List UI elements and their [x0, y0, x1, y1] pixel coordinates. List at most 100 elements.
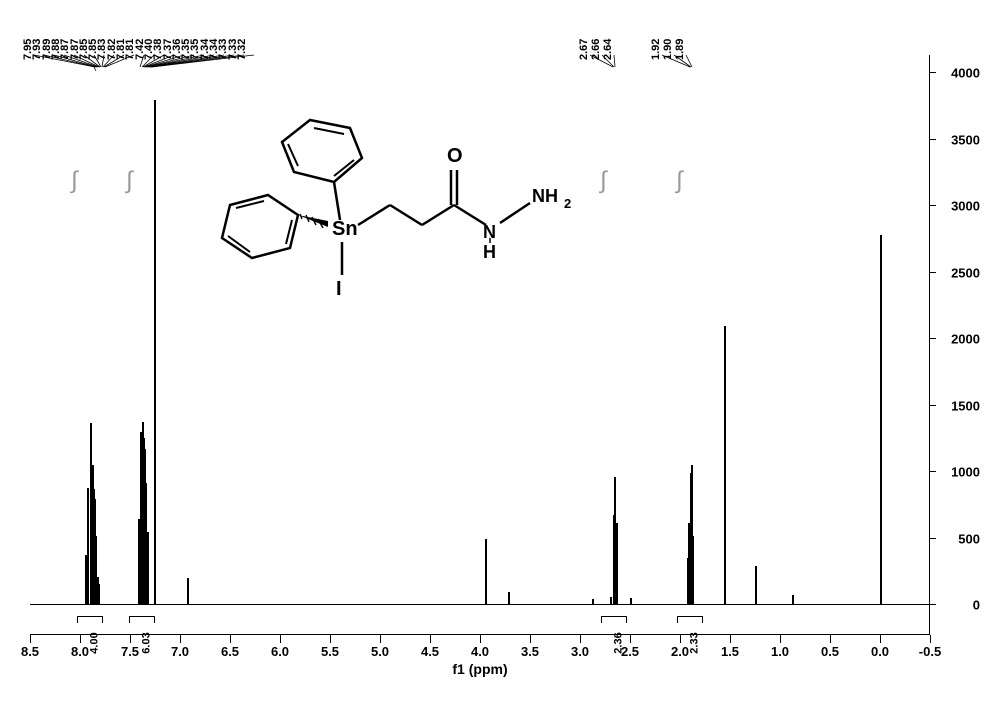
yaxis-tick — [930, 538, 936, 539]
integral-curve: ∫ — [71, 167, 78, 195]
sn-label: Sn — [332, 218, 358, 240]
nmr-chart: Sn I O N H NH 2 — [10, 10, 990, 700]
yaxis-tick — [930, 205, 936, 206]
yaxis-tick — [930, 471, 936, 472]
xaxis-label: 5.0 — [371, 644, 389, 659]
peak — [485, 539, 487, 605]
xaxis-tick — [330, 635, 331, 643]
integral-curve: ∫ — [600, 167, 607, 195]
xaxis-label: 1.0 — [771, 644, 789, 659]
xaxis-title: f1 (ppm) — [452, 661, 507, 677]
xaxis-label: 1.5 — [721, 644, 739, 659]
xaxis-label: 0.5 — [821, 644, 839, 659]
baseline — [30, 604, 930, 605]
yaxis-tick — [930, 72, 936, 73]
yaxis-tick — [930, 338, 936, 339]
integration-value: 2.33 — [689, 632, 701, 653]
peak — [724, 326, 726, 605]
integral-curve: ∫ — [126, 167, 133, 195]
yaxis-line — [929, 55, 930, 635]
yaxis-label: 2500 — [951, 265, 980, 280]
peak — [692, 536, 694, 605]
integration-value: 4.00 — [89, 632, 101, 653]
integration-value: 2.36 — [613, 632, 625, 653]
xaxis-tick — [880, 635, 881, 643]
integration-bracket — [601, 616, 627, 623]
yaxis-label: 3500 — [951, 132, 980, 147]
xaxis-label: 7.5 — [121, 644, 139, 659]
xaxis-label: 8.5 — [21, 644, 39, 659]
i-label: I — [336, 278, 342, 300]
peak — [87, 488, 89, 605]
yaxis-tick — [930, 405, 936, 406]
yaxis-label: 1500 — [951, 398, 980, 413]
xaxis-tick — [930, 635, 931, 643]
structure-svg: Sn I O N H NH 2 — [200, 110, 580, 310]
xaxis-label: -0.5 — [919, 644, 941, 659]
xaxis-tick — [780, 635, 781, 643]
peak-ppm-label: 2.67 — [578, 39, 590, 60]
peak-ppm-label: 1.89 — [674, 39, 686, 60]
molecule-structure: Sn I O N H NH 2 — [200, 110, 580, 310]
xaxis-label: 3.0 — [571, 644, 589, 659]
peak-ppm-label: 2.64 — [602, 39, 614, 60]
xaxis-label: 6.5 — [221, 644, 239, 659]
peak — [154, 100, 156, 605]
yaxis-tick — [930, 604, 936, 605]
peak — [755, 566, 757, 605]
xaxis-tick — [580, 635, 581, 643]
yaxis-tick — [930, 272, 936, 273]
xaxis-tick — [430, 635, 431, 643]
xaxis-tick — [80, 635, 81, 643]
xaxis-tick — [730, 635, 731, 643]
peak-ppm-label: 1.92 — [650, 39, 662, 60]
xaxis-label: 4.0 — [471, 644, 489, 659]
integral-curve: ∫ — [676, 167, 683, 195]
peak-ppm-label: 1.90 — [662, 39, 674, 60]
xaxis-label: 4.5 — [421, 644, 439, 659]
plot-area: Sn I O N H NH 2 — [30, 55, 930, 635]
xaxis-tick — [630, 635, 631, 643]
h-label: H — [483, 242, 496, 262]
xaxis-tick — [130, 635, 131, 643]
peak — [187, 578, 189, 605]
o-label: O — [447, 145, 463, 167]
xaxis-label: 8.0 — [71, 644, 89, 659]
xaxis-label: 2.0 — [671, 644, 689, 659]
xaxis-tick — [280, 635, 281, 643]
xaxis-label: 0.0 — [871, 644, 889, 659]
xaxis-label: 6.0 — [271, 644, 289, 659]
yaxis-label: 4000 — [951, 66, 980, 81]
peak — [616, 523, 618, 605]
peak — [592, 599, 594, 605]
peak — [880, 235, 882, 605]
xaxis-tick — [680, 635, 681, 643]
yaxis-label: 0 — [973, 598, 980, 613]
nh2-label: NH — [532, 186, 558, 206]
peak — [508, 592, 510, 605]
xaxis-tick — [30, 635, 31, 643]
peak — [98, 584, 100, 605]
xaxis-tick — [530, 635, 531, 643]
peak — [610, 597, 612, 605]
xaxis-tick — [480, 635, 481, 643]
peak — [630, 598, 632, 605]
peak-ppm-label: 2.66 — [590, 39, 602, 60]
peak — [147, 532, 149, 605]
xaxis-label: 7.0 — [171, 644, 189, 659]
xaxis-label: 5.5 — [321, 644, 339, 659]
xaxis-label: 3.5 — [521, 644, 539, 659]
peak — [792, 595, 794, 605]
yaxis-label: 500 — [958, 531, 980, 546]
integration-value: 6.03 — [141, 632, 153, 653]
xaxis-tick — [180, 635, 181, 643]
yaxis-label: 2000 — [951, 332, 980, 347]
xaxis-tick — [380, 635, 381, 643]
yaxis-label: 1000 — [951, 465, 980, 480]
yaxis-tick — [930, 139, 936, 140]
integration-bracket — [677, 616, 703, 623]
integration-bracket — [77, 616, 103, 623]
integration-bracket — [129, 616, 155, 623]
peak-ppm-label: 7.32 — [236, 39, 248, 60]
xaxis-tick — [230, 635, 231, 643]
